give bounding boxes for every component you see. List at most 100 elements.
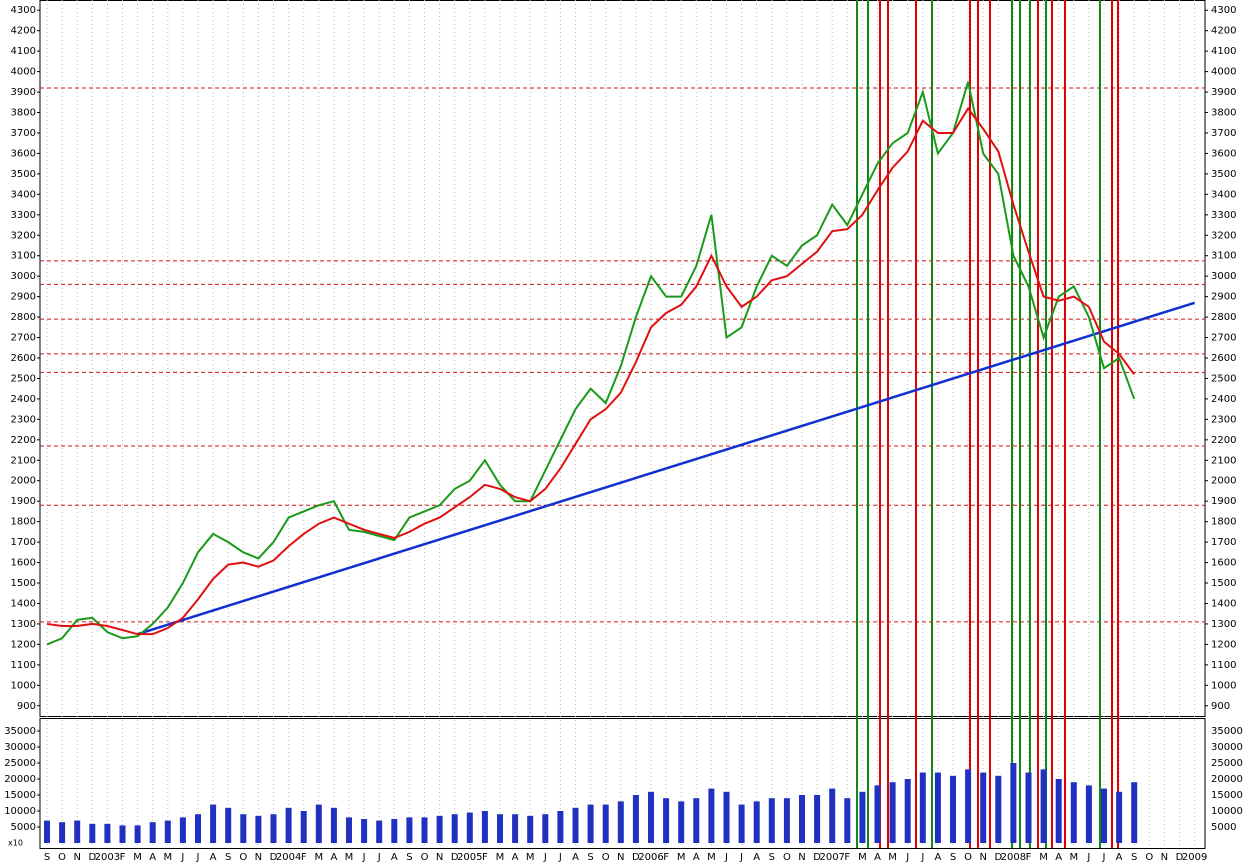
- y-tick-label: 3100: [11, 251, 36, 262]
- volume-bar: [542, 814, 549, 843]
- y-tick-label: 3300: [11, 210, 36, 221]
- vol-tick-label: 10000: [4, 806, 36, 817]
- volume-bar: [315, 804, 322, 843]
- x-tick-label: N: [798, 852, 805, 863]
- volume-bar: [210, 804, 217, 843]
- volume-bar: [104, 823, 111, 843]
- y-tick-label: 2200: [11, 435, 36, 446]
- x-tick-label: O: [1145, 852, 1153, 863]
- volume-bar: [179, 817, 186, 843]
- y-tick-label: 1900: [11, 496, 36, 507]
- volume-bar: [768, 798, 775, 843]
- y-tick-label: 1600: [11, 558, 36, 569]
- y2-tick-label: 2200: [1211, 435, 1236, 446]
- volume-bar: [814, 795, 821, 843]
- volume-bar: [285, 807, 292, 843]
- x-tick-label: A: [330, 852, 337, 863]
- x-tick-label: A: [1055, 852, 1062, 863]
- y2-tick-label: 3700: [1211, 128, 1236, 139]
- volume-bar: [391, 819, 398, 843]
- volume-bar: [753, 801, 760, 843]
- y-tick-label: 2700: [11, 333, 36, 344]
- y2-tick-label: 2500: [1211, 373, 1236, 384]
- volume-bar: [1040, 769, 1047, 843]
- y2-tick-label: 3900: [1211, 87, 1236, 98]
- volume-unit: x10: [8, 839, 23, 848]
- vol-tick-label-right: 20000: [1211, 774, 1243, 785]
- y-tick-label: 3700: [11, 128, 36, 139]
- volume-bar: [844, 798, 851, 843]
- x-tick-label: J: [543, 852, 547, 863]
- vol-tick-label: 25000: [4, 758, 36, 769]
- volume-bar: [829, 788, 836, 843]
- x-tick-label: 2003: [95, 852, 120, 863]
- y-tick-label: 3000: [11, 271, 36, 282]
- volume-bar: [602, 804, 609, 843]
- volume-bar: [934, 772, 941, 843]
- volume-bar: [1131, 782, 1138, 843]
- x-tick-label: S: [587, 852, 593, 863]
- x-tick-label: O: [783, 852, 791, 863]
- y2-tick-label: 2800: [1211, 312, 1236, 323]
- vol-tick-label: 5000: [11, 822, 36, 833]
- volume-bar: [557, 811, 564, 843]
- volume-bar: [240, 814, 247, 843]
- y2-tick-label: 3600: [1211, 148, 1236, 159]
- y-tick-label: 2800: [11, 312, 36, 323]
- volume-bar: [995, 775, 1002, 843]
- volume-bar: [1116, 791, 1123, 843]
- x-tick-label: S: [950, 852, 956, 863]
- y2-tick-label: 3300: [1211, 210, 1236, 221]
- x-tick-label: A: [572, 852, 579, 863]
- volume-bar: [466, 812, 473, 843]
- trendline: [137, 301, 1195, 636]
- x-tick-label: M: [526, 852, 535, 863]
- x-tick-label: 2007: [819, 852, 844, 863]
- y-tick-label: 2100: [11, 455, 36, 466]
- x-tick-label: 2006: [638, 852, 663, 863]
- y-tick-label: 1500: [11, 578, 36, 589]
- y-tick-label: 3600: [11, 148, 36, 159]
- volume-bar: [859, 791, 866, 843]
- volume-bar: [1055, 779, 1062, 843]
- x-tick-label: M: [677, 852, 686, 863]
- y-tick-label: 3800: [11, 108, 36, 119]
- x-tick-label: J: [1086, 852, 1090, 863]
- volume-bar: [255, 815, 262, 843]
- y-tick-label: 4300: [11, 5, 36, 16]
- x-tick-label: F: [844, 852, 850, 863]
- volume-bar: [527, 815, 534, 843]
- x-tick-label: F: [301, 852, 307, 863]
- y2-tick-label: 1300: [1211, 619, 1236, 630]
- volume-bar: [376, 820, 383, 843]
- y2-tick-label: 2600: [1211, 353, 1236, 364]
- x-tick-label: N: [979, 852, 986, 863]
- volume-bar: [149, 822, 156, 843]
- y-tick-label: 4100: [11, 46, 36, 57]
- x-tick-label: M: [163, 852, 172, 863]
- x-tick-label: J: [558, 852, 562, 863]
- y-tick-label: 900: [17, 701, 36, 712]
- volume-bar: [225, 807, 232, 843]
- y2-tick-label: 1500: [1211, 578, 1236, 589]
- x-tick-label: D: [1176, 852, 1184, 863]
- volume-bar: [1085, 785, 1092, 843]
- x-tick-label: J: [920, 852, 924, 863]
- y2-tick-label: 3400: [1211, 189, 1236, 200]
- x-tick-label: M: [496, 852, 505, 863]
- x-tick-label: D: [994, 852, 1002, 863]
- y-tick-label: 4200: [11, 26, 36, 37]
- x-tick-label: O: [602, 852, 610, 863]
- volume-bar: [300, 811, 307, 843]
- volume-bar: [965, 769, 972, 843]
- volume-bar: [134, 825, 141, 843]
- y-tick-label: 1100: [11, 660, 36, 671]
- y-tick-label: 3400: [11, 189, 36, 200]
- vol-tick-label: 20000: [4, 774, 36, 785]
- x-tick-label: O: [58, 852, 66, 863]
- volume-bar: [1070, 782, 1077, 843]
- x-tick-label: J: [724, 852, 728, 863]
- volume-bar: [74, 820, 81, 843]
- x-tick-label: A: [753, 852, 760, 863]
